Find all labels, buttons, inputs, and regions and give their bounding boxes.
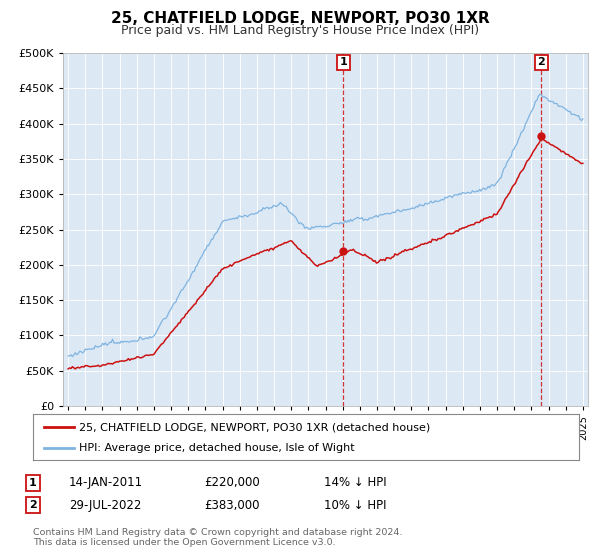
Text: 10% ↓ HPI: 10% ↓ HPI xyxy=(324,498,386,512)
Text: £383,000: £383,000 xyxy=(204,498,260,512)
Text: 2: 2 xyxy=(538,57,545,67)
Text: 14-JAN-2011: 14-JAN-2011 xyxy=(69,476,143,489)
Text: 25, CHATFIELD LODGE, NEWPORT, PO30 1XR: 25, CHATFIELD LODGE, NEWPORT, PO30 1XR xyxy=(110,11,490,26)
Text: HPI: Average price, detached house, Isle of Wight: HPI: Average price, detached house, Isle… xyxy=(79,444,355,454)
Text: 29-JUL-2022: 29-JUL-2022 xyxy=(69,498,142,512)
Text: 14% ↓ HPI: 14% ↓ HPI xyxy=(324,476,386,489)
Text: 2: 2 xyxy=(29,500,37,510)
Text: Contains HM Land Registry data © Crown copyright and database right 2024.
This d: Contains HM Land Registry data © Crown c… xyxy=(33,528,403,547)
Text: 1: 1 xyxy=(340,57,347,67)
Text: 1: 1 xyxy=(29,478,37,488)
Text: £220,000: £220,000 xyxy=(204,476,260,489)
Text: Price paid vs. HM Land Registry's House Price Index (HPI): Price paid vs. HM Land Registry's House … xyxy=(121,24,479,36)
Text: 25, CHATFIELD LODGE, NEWPORT, PO30 1XR (detached house): 25, CHATFIELD LODGE, NEWPORT, PO30 1XR (… xyxy=(79,422,431,432)
